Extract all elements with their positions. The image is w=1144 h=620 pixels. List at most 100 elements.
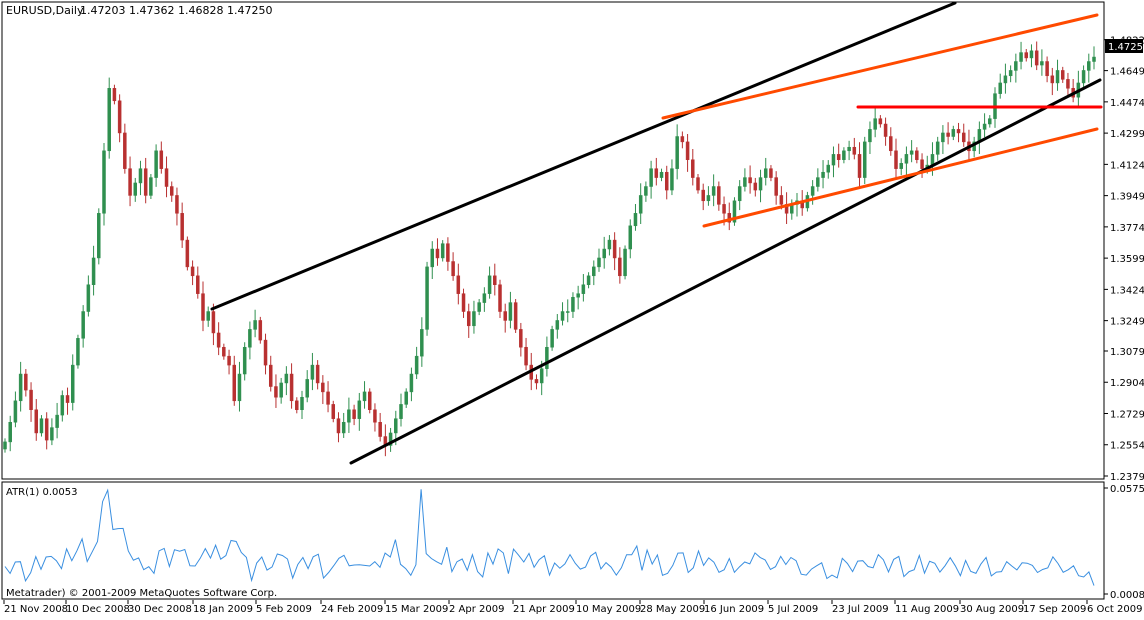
candle: [446, 237, 450, 271]
candle: [769, 165, 773, 182]
candle: [878, 115, 883, 128]
candle: [284, 366, 289, 396]
candle: [367, 388, 372, 414]
candle: [753, 177, 758, 197]
candle: [498, 279, 502, 318]
x-tick-label: 23 Jul 2009: [832, 604, 889, 615]
orange-upper-line[interactable]: [661, 13, 1099, 120]
candle: [633, 204, 638, 231]
candle: [982, 113, 987, 138]
x-tick-label: 6 Oct 2009: [1087, 604, 1142, 615]
candle: [149, 174, 153, 200]
candle: [644, 181, 648, 202]
candle: [185, 236, 190, 271]
x-tick-label: 30 Dec 2008: [128, 604, 192, 615]
candle: [1008, 65, 1013, 83]
candle: [826, 160, 831, 179]
candle: [222, 343, 226, 360]
candle: [477, 299, 481, 316]
candle: [86, 275, 91, 317]
candle: [701, 183, 705, 211]
candle: [961, 123, 966, 147]
candle: [508, 291, 513, 329]
candle: [472, 300, 476, 334]
candle: [29, 382, 33, 422]
candle: [404, 388, 408, 408]
y-tick-label: 1.32490: [1110, 317, 1144, 328]
candle: [664, 165, 669, 200]
candle: [649, 160, 653, 199]
candle: [555, 314, 560, 339]
candle: [493, 263, 497, 296]
candle: [13, 391, 18, 428]
candle: [941, 125, 945, 155]
candle: [227, 349, 231, 375]
candle: [232, 355, 237, 406]
candle: [466, 303, 471, 338]
candle: [1034, 41, 1039, 71]
candle: [180, 202, 184, 248]
candle: [456, 263, 461, 305]
candle: [414, 346, 419, 380]
orange-lower-line[interactable]: [702, 127, 1099, 228]
candle: [482, 287, 487, 312]
candle: [55, 402, 59, 439]
candle: [899, 158, 903, 176]
candle: [76, 334, 80, 369]
candle: [1014, 53, 1018, 83]
candle: [107, 77, 111, 159]
upper-channel-line[interactable]: [210, 1, 957, 311]
candle: [305, 370, 309, 403]
candle: [315, 360, 320, 390]
candle: [253, 309, 257, 338]
candle: [18, 361, 23, 412]
candle: [571, 292, 575, 318]
candle: [675, 124, 679, 180]
candle: [519, 322, 523, 357]
candle: [336, 412, 341, 443]
x-tick-label: 17 Sep 2009: [1023, 604, 1086, 615]
candle: [24, 369, 28, 397]
candle: [565, 299, 570, 323]
candle: [602, 236, 606, 269]
y-tick-label: 1.27290: [1110, 409, 1144, 420]
candle: [581, 274, 586, 302]
y-tick-label: 1.25540: [1110, 441, 1144, 452]
x-tick-label: 10 May 2009: [576, 604, 641, 615]
candle: [154, 144, 158, 187]
candle: [295, 397, 299, 414]
candle: [1092, 46, 1096, 70]
candle: [685, 134, 690, 172]
candle: [862, 136, 867, 185]
candle: [268, 355, 273, 392]
candle: [550, 325, 554, 351]
candle: [341, 412, 346, 438]
candle: [112, 84, 117, 105]
y-tick-label: 1.41240: [1110, 160, 1144, 171]
candle: [737, 180, 742, 211]
candle: [242, 342, 247, 381]
candle: [326, 381, 330, 413]
candle: [951, 125, 956, 141]
candle: [164, 156, 169, 198]
lower-channel-line[interactable]: [349, 78, 1102, 465]
candle: [868, 121, 872, 155]
candle: [1019, 41, 1023, 70]
candle: [461, 288, 466, 318]
y-tick-label: 1.30790: [1110, 347, 1144, 358]
candle: [310, 352, 315, 391]
candle: [988, 115, 992, 128]
candle: [607, 235, 612, 256]
x-tick-label: 11 Aug 2009: [895, 604, 959, 615]
candle: [618, 247, 622, 284]
candle: [1045, 56, 1049, 83]
candle: [612, 232, 617, 271]
candle: [836, 143, 841, 168]
candle: [248, 321, 252, 360]
candle: [847, 140, 851, 161]
x-tick-label: 21 Apr 2009: [513, 604, 575, 615]
candle: [691, 149, 695, 186]
candle: [352, 404, 356, 426]
y-tick-label: 1.35990: [1110, 254, 1144, 265]
